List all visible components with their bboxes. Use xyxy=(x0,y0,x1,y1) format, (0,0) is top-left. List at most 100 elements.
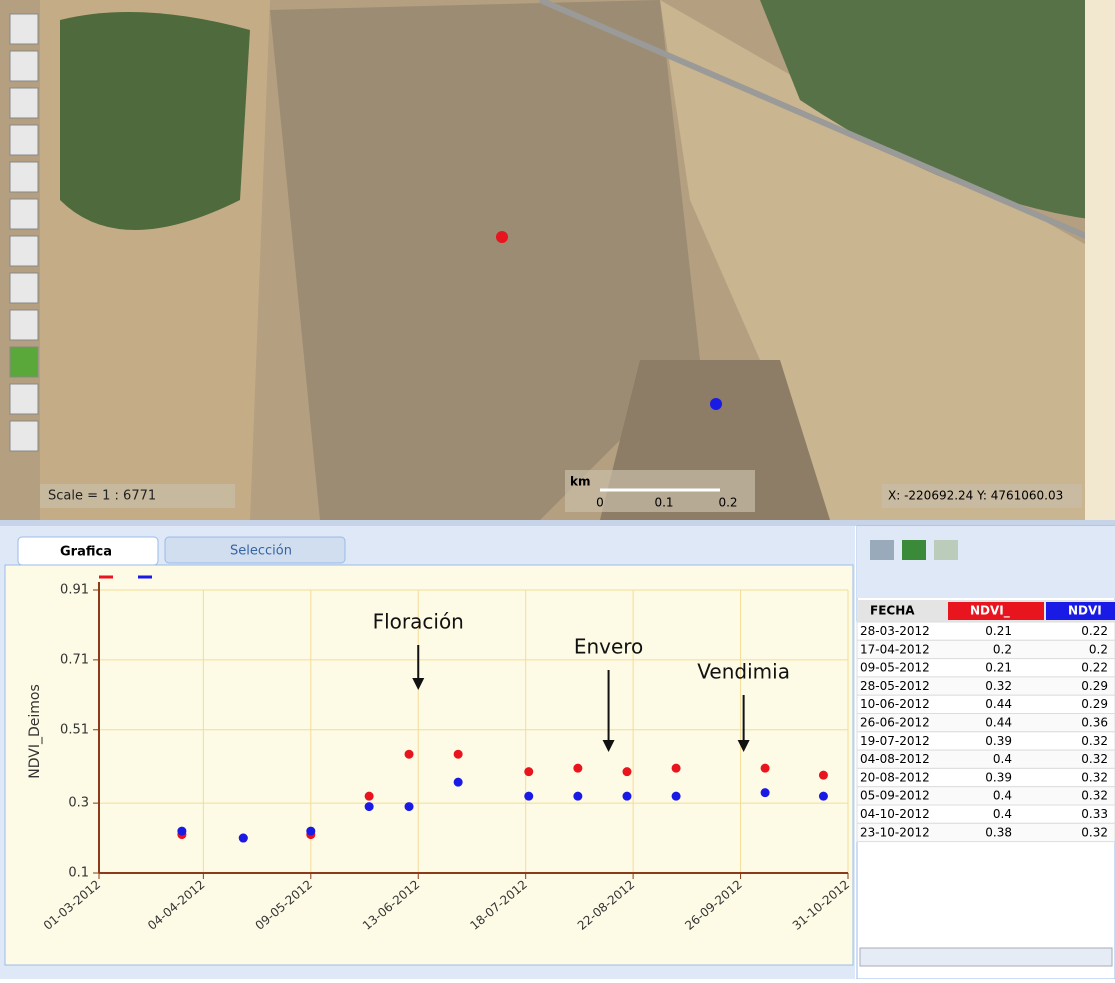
point xyxy=(524,767,534,777)
header-swatch xyxy=(1046,602,1115,620)
arrow-head xyxy=(602,740,615,752)
scale-label: 0.1 xyxy=(654,496,673,510)
point xyxy=(671,763,681,773)
vineyard xyxy=(270,0,700,520)
tool-button[interactable] xyxy=(9,87,39,119)
arrow-head xyxy=(412,678,425,690)
blue-marker[interactable] xyxy=(710,398,722,410)
cell-value: 0.29 xyxy=(1081,697,1108,711)
cell-value: 0.21 xyxy=(985,661,1012,675)
point xyxy=(177,826,187,836)
point xyxy=(760,788,770,798)
cell-date: 09-05-2012 xyxy=(860,661,930,675)
point xyxy=(818,791,828,801)
cell-value: 0.44 xyxy=(985,716,1012,730)
cell-date: 10-06-2012 xyxy=(860,697,930,711)
tool-button[interactable] xyxy=(9,383,39,415)
point xyxy=(238,833,248,843)
point xyxy=(404,802,414,812)
cell-value: 0.32 xyxy=(1081,734,1108,748)
tool-button[interactable] xyxy=(9,235,39,267)
point xyxy=(573,791,583,801)
tab-seleccion[interactable] xyxy=(164,536,346,564)
cell-date: 28-03-2012 xyxy=(860,624,930,638)
trees xyxy=(60,12,250,230)
cell-date: 23-10-2012 xyxy=(860,825,930,839)
coords-box xyxy=(882,484,1082,508)
cell-value: 0.32 xyxy=(1081,770,1108,784)
point xyxy=(453,749,463,759)
tool-button[interactable] xyxy=(934,540,958,560)
tab-label: Grafica xyxy=(60,545,112,560)
cell-value: 0.22 xyxy=(1081,661,1108,675)
point xyxy=(818,770,828,780)
point xyxy=(306,826,316,836)
point xyxy=(364,802,374,812)
cell-value: 0.36 xyxy=(1081,716,1108,730)
red-marker[interactable] xyxy=(496,231,508,243)
tool-button[interactable] xyxy=(9,50,39,82)
cell-value: 0.4 xyxy=(993,807,1012,821)
cell-value: 0.33 xyxy=(1081,807,1108,821)
column-header[interactable]: FECHA xyxy=(870,604,915,618)
cell-value: 0.4 xyxy=(993,752,1012,766)
tool-button[interactable] xyxy=(9,198,39,230)
cell-value: 0.44 xyxy=(985,697,1012,711)
annotation: Floración xyxy=(373,610,464,634)
cell-date: 19-07-2012 xyxy=(860,734,930,748)
trees xyxy=(760,0,1095,220)
scale-unit: km xyxy=(570,475,590,489)
splitter xyxy=(0,520,1115,526)
scale-label: 0 xyxy=(596,496,604,510)
arrow-head xyxy=(737,740,750,752)
cell-date: 28-05-2012 xyxy=(860,679,930,693)
scale-box xyxy=(40,484,235,508)
cell-date: 20-08-2012 xyxy=(860,770,930,784)
point xyxy=(760,763,770,773)
map-margin xyxy=(1085,0,1115,520)
cell-date: 04-10-2012 xyxy=(860,807,930,821)
scale-label: 0.2 xyxy=(718,496,737,510)
cell-value: 0.4 xyxy=(993,789,1012,803)
tool-button[interactable] xyxy=(902,540,926,560)
cell-value: 0.22 xyxy=(1081,624,1108,638)
plot-area xyxy=(4,564,854,966)
tool-button[interactable] xyxy=(9,161,39,193)
y-tick-label: 0.1 xyxy=(68,866,89,881)
scrollbar[interactable] xyxy=(859,947,1113,967)
y-tick-label: 0.71 xyxy=(60,652,89,667)
table-body: 28-03-2012 0.21 0.22 17-04-2012 0.2 0.2 09-05-… xyxy=(856,621,1115,843)
tool-button[interactable] xyxy=(9,420,39,452)
cell-value: 0.2 xyxy=(1089,642,1108,656)
point xyxy=(404,749,414,759)
cell-value: 0.39 xyxy=(985,770,1012,784)
tab-label: Selección xyxy=(230,544,292,559)
y-axis-label: NDVI_Deimos xyxy=(27,684,43,779)
point xyxy=(671,791,681,801)
annotation: Vendimia xyxy=(697,660,790,684)
tool-button[interactable] xyxy=(9,124,39,156)
column-header[interactable]: NDVI xyxy=(1068,604,1102,618)
tool-button[interactable] xyxy=(9,272,39,304)
cell-value: 0.32 xyxy=(1081,825,1108,839)
y-tick-label: 0.3 xyxy=(68,796,89,811)
y-tick-label: 0.51 xyxy=(60,722,89,737)
cell-value: 0.38 xyxy=(985,825,1012,839)
map[interactable]: Scale = 1 : 6771 km 0 0.1 0.2 X: -220692… xyxy=(0,0,1115,520)
tool-button[interactable] xyxy=(9,346,39,378)
point xyxy=(573,763,583,773)
tool-button[interactable] xyxy=(9,309,39,341)
tool-button[interactable] xyxy=(870,540,894,560)
column-header[interactable]: NDVI_ xyxy=(970,604,1010,619)
y-tick-label: 0.91 xyxy=(60,583,89,598)
point xyxy=(364,791,374,801)
point xyxy=(453,777,463,787)
coords: X: -220692.24 Y: 4761060.03 xyxy=(888,489,1063,503)
tool-button[interactable] xyxy=(9,13,39,45)
cell-date: 26-06-2012 xyxy=(860,716,930,730)
road xyxy=(538,0,1097,243)
table-toolbar xyxy=(857,526,1115,598)
cell-value: 0.29 xyxy=(1081,679,1108,693)
